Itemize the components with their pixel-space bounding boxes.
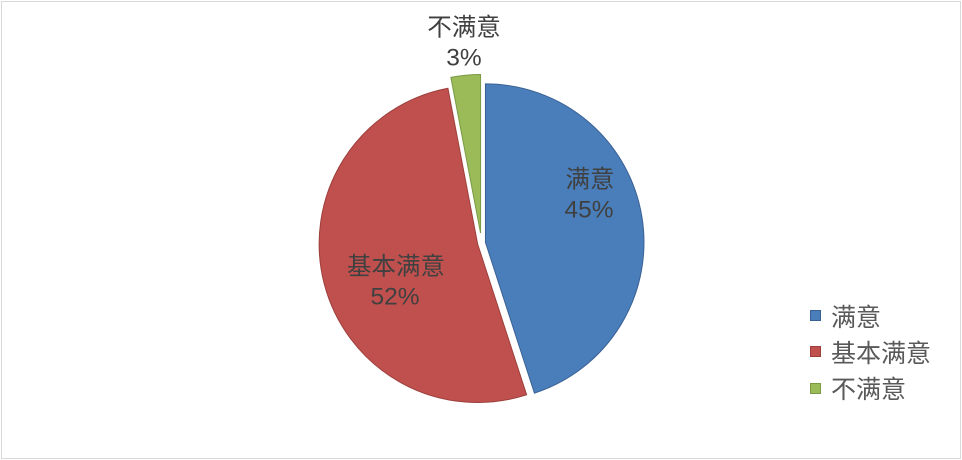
svg-text:52%: 52% (370, 284, 419, 311)
svg-text:45%: 45% (564, 197, 613, 224)
svg-text:3%: 3% (446, 45, 481, 72)
svg-text:基本满意: 基本满意 (347, 253, 445, 281)
svg-text:不满意: 不满意 (427, 14, 501, 42)
svg-text:满意: 满意 (566, 166, 615, 194)
